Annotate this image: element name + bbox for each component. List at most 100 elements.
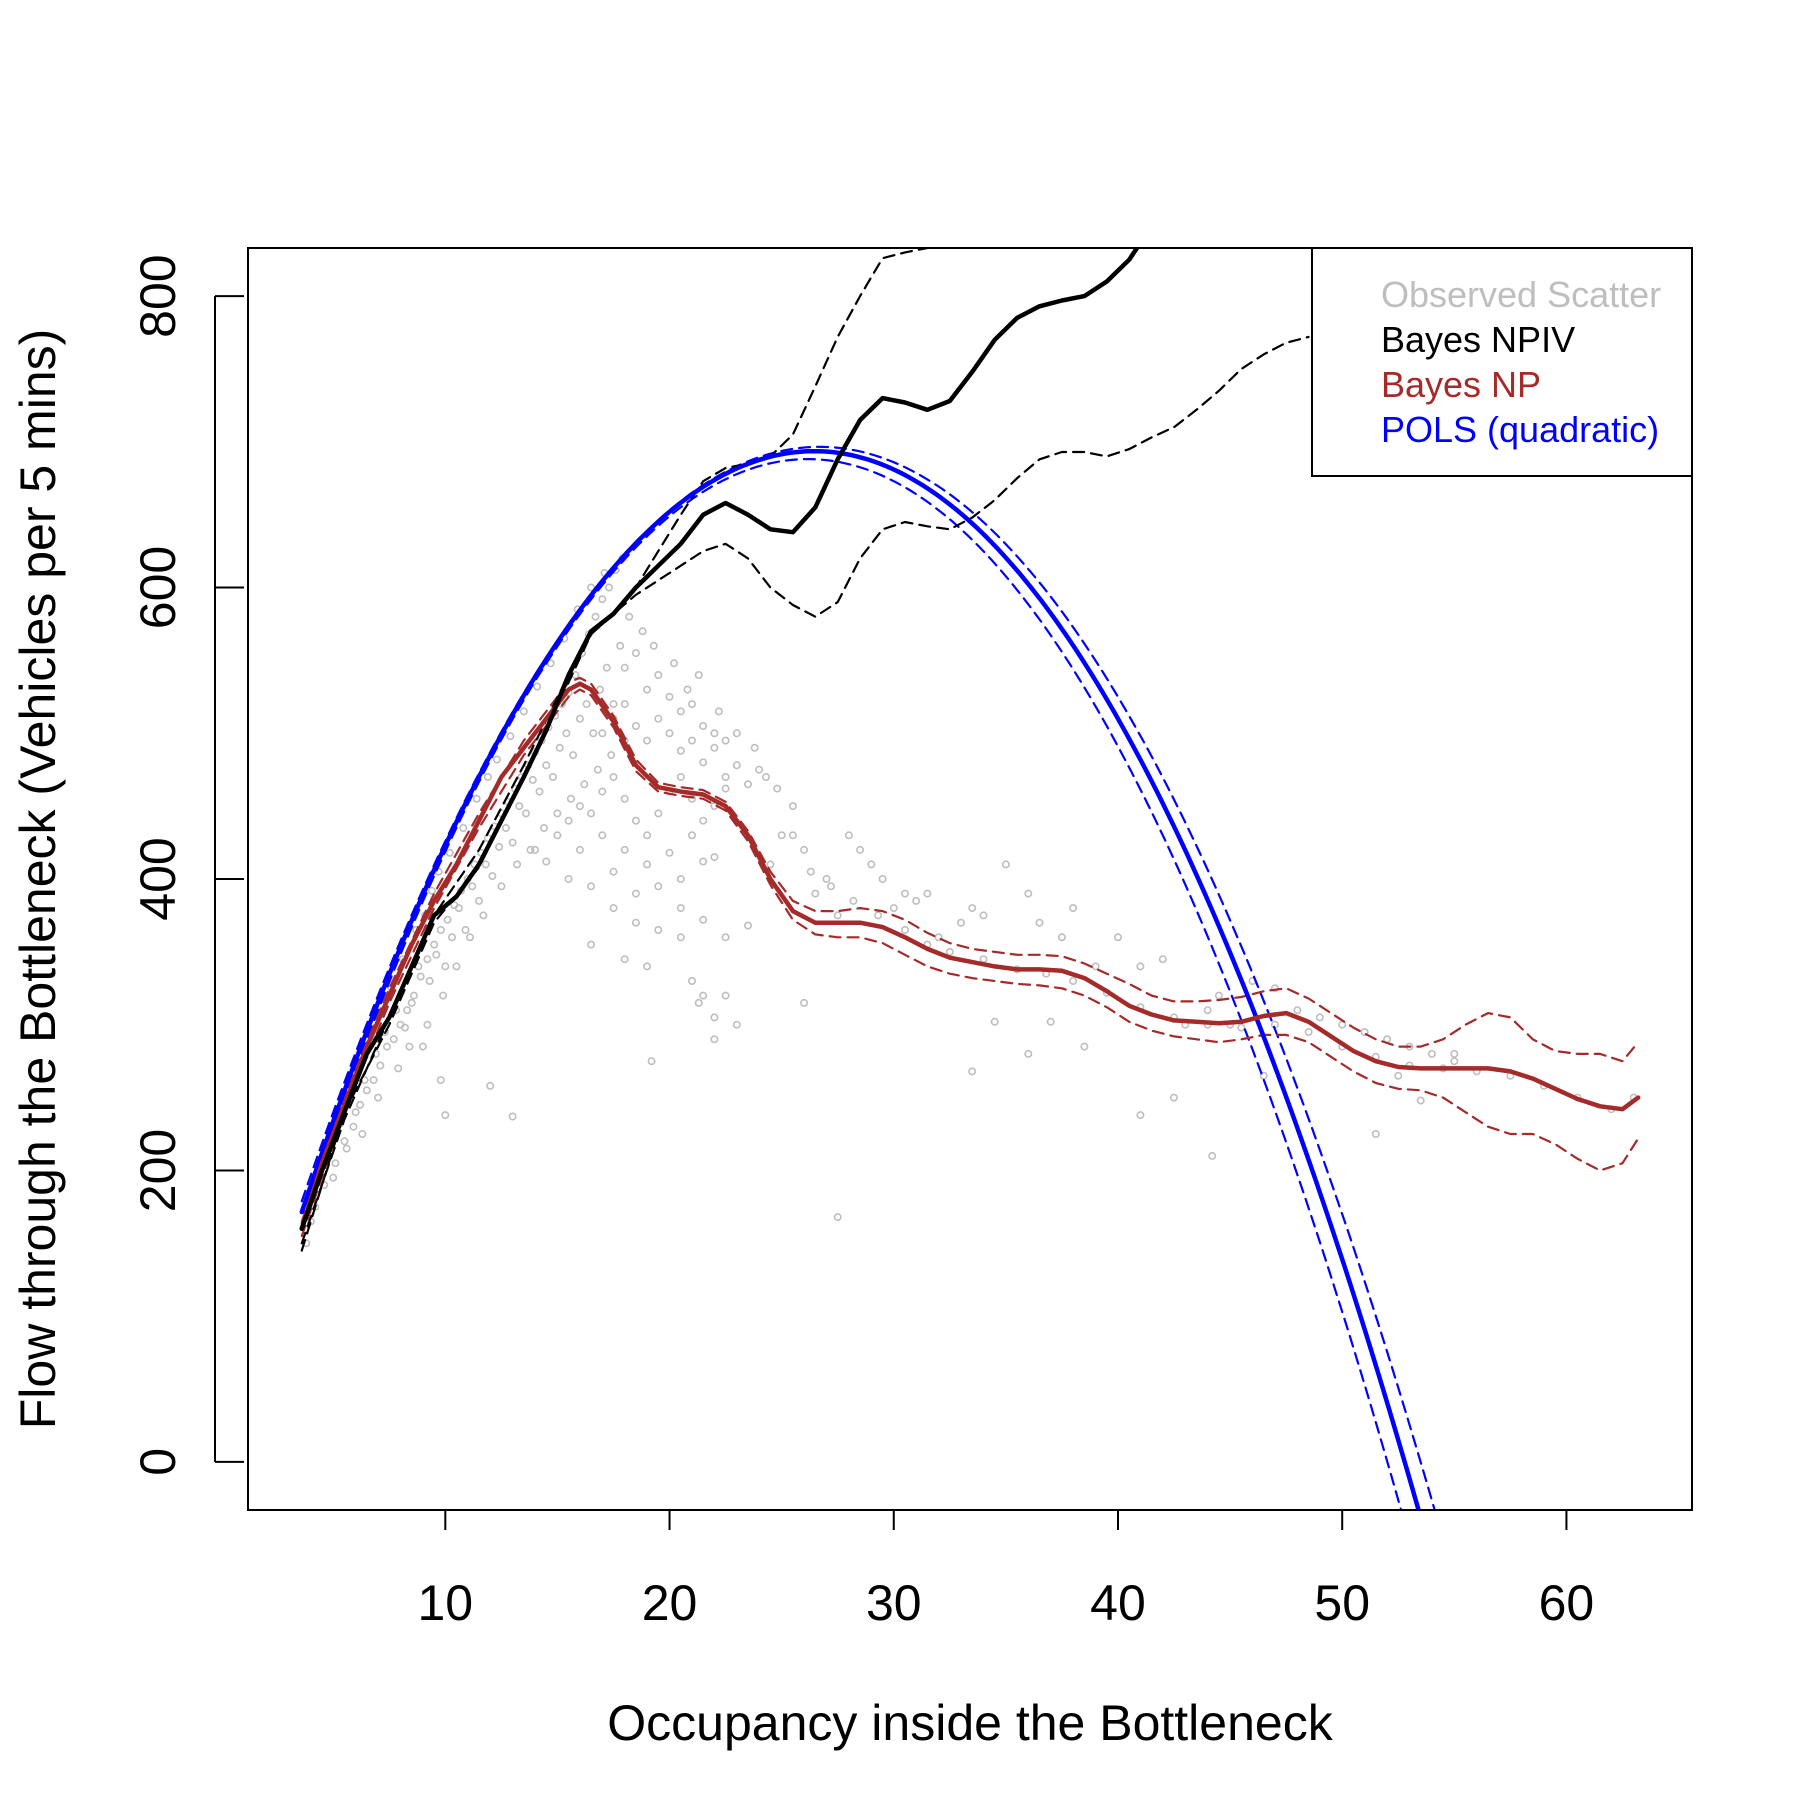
scatter-point bbox=[1069, 904, 1078, 913]
scatter-point bbox=[483, 772, 492, 781]
x-axis: 10 20 30 40 50 60 bbox=[418, 1509, 1594, 1631]
scatter-point bbox=[732, 729, 741, 738]
scatter-point bbox=[934, 933, 943, 942]
scatter-point bbox=[598, 787, 607, 796]
scatter-point bbox=[923, 889, 932, 898]
scatter-point bbox=[665, 692, 674, 701]
scatter-point bbox=[732, 761, 741, 770]
scatter-point bbox=[1203, 1006, 1212, 1015]
x-axis-title: Occupancy inside the Bottleneck bbox=[607, 1695, 1333, 1751]
series-line-pols-quadratic bbox=[299, 448, 1421, 1510]
scatter-point bbox=[342, 1144, 351, 1153]
scatter-point bbox=[849, 896, 858, 905]
scatter-point bbox=[604, 583, 613, 592]
scatter-point bbox=[472, 794, 481, 803]
scatter-point bbox=[638, 627, 647, 636]
scatter-point bbox=[539, 823, 548, 832]
scatter-point bbox=[844, 831, 853, 840]
scatter-point bbox=[1214, 991, 1223, 1000]
scatter-point bbox=[598, 831, 607, 840]
scatter-point bbox=[687, 831, 696, 840]
y-tick-label: 400 bbox=[130, 837, 186, 920]
scatter-point bbox=[609, 772, 618, 781]
scatter-point bbox=[488, 872, 497, 881]
scatter-point bbox=[436, 925, 445, 934]
scatter-point bbox=[647, 1057, 656, 1066]
scatter-point bbox=[1024, 889, 1033, 898]
series-line-pols-upper bbox=[300, 445, 1436, 1510]
scatter-point bbox=[900, 925, 909, 934]
scatter-point bbox=[1208, 1151, 1217, 1160]
scatter-point bbox=[833, 911, 842, 920]
scatter-point bbox=[889, 904, 898, 913]
y-tick-label: 0 bbox=[130, 1448, 186, 1476]
scatter-point bbox=[506, 732, 515, 741]
scatter-point bbox=[676, 933, 685, 942]
series-lines bbox=[299, 248, 1641, 1510]
scatter-point bbox=[382, 1042, 391, 1051]
scatter-point bbox=[631, 816, 640, 825]
scatter-point bbox=[553, 809, 562, 818]
scatter-point bbox=[979, 911, 988, 920]
scatter-point bbox=[1046, 1017, 1055, 1026]
scatter-point bbox=[587, 583, 596, 592]
scatter-point bbox=[710, 853, 719, 862]
scatter-point bbox=[441, 962, 450, 971]
scatter-point bbox=[699, 758, 708, 767]
scatter-point bbox=[1035, 918, 1044, 927]
scatter-point bbox=[515, 802, 524, 811]
y-tick-label: 200 bbox=[130, 1129, 186, 1212]
series-line-bayes-npiv bbox=[299, 248, 1140, 1231]
x-tick-label: 40 bbox=[1090, 1575, 1146, 1631]
scatter-point bbox=[468, 882, 477, 891]
scatter-point bbox=[687, 700, 696, 709]
scatter-point bbox=[643, 831, 652, 840]
scatter-point bbox=[687, 736, 696, 745]
scatter-point bbox=[598, 729, 607, 738]
scatter-point bbox=[1170, 1093, 1179, 1102]
scatter-point bbox=[773, 784, 782, 793]
scatter-point bbox=[867, 860, 876, 869]
scatter-point bbox=[676, 874, 685, 883]
scatter-point bbox=[418, 1042, 427, 1051]
scatter-point bbox=[676, 746, 685, 755]
scatter-point bbox=[669, 659, 678, 668]
scatter-point bbox=[788, 831, 797, 840]
scatter-point bbox=[1394, 1071, 1403, 1080]
scatter-point bbox=[461, 925, 470, 934]
scatter-point bbox=[340, 1137, 349, 1146]
scatter-point bbox=[1080, 1042, 1089, 1051]
series-line-bayes-npiv-upper bbox=[300, 248, 936, 1245]
scatter-point bbox=[687, 794, 696, 803]
scatter-point bbox=[710, 743, 719, 752]
scatter-point bbox=[394, 1064, 403, 1073]
scatter-point bbox=[542, 857, 551, 866]
scatter-point bbox=[474, 896, 483, 905]
scatter-point bbox=[732, 1020, 741, 1029]
scatter-point bbox=[349, 1122, 358, 1131]
scatter-point bbox=[806, 867, 815, 876]
scatter-point bbox=[676, 707, 685, 716]
scatter-point bbox=[427, 886, 436, 895]
scatter-point bbox=[595, 685, 604, 694]
scatter-point bbox=[687, 976, 696, 985]
scatter-point bbox=[631, 649, 640, 658]
scatter-point bbox=[683, 685, 692, 694]
scatter-point bbox=[856, 845, 865, 854]
scatter-point bbox=[403, 1006, 412, 1015]
scatter-point bbox=[407, 998, 416, 1007]
scatter-point bbox=[766, 860, 775, 869]
scatter-point bbox=[811, 889, 820, 898]
scatter-point bbox=[699, 721, 708, 730]
scatter-point bbox=[945, 947, 954, 956]
scatter-point bbox=[616, 641, 625, 650]
scatter-point bbox=[602, 663, 611, 672]
scatter-point bbox=[441, 1111, 450, 1120]
scatter-point bbox=[750, 743, 759, 752]
scatter-point bbox=[1091, 962, 1100, 971]
scatter-point bbox=[714, 707, 723, 716]
scatter-point bbox=[430, 940, 439, 949]
scatter-point bbox=[459, 823, 468, 832]
scatter-point bbox=[1158, 955, 1167, 964]
